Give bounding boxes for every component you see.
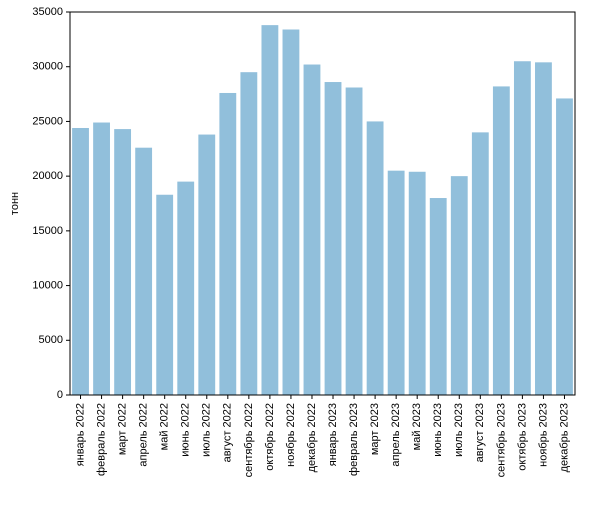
x-tick-label: апрель 2023 xyxy=(390,403,402,467)
y-tick-label: 0 xyxy=(57,389,63,401)
bar xyxy=(156,195,173,395)
y-tick-label: 15000 xyxy=(32,225,63,237)
x-tick-label: февраль 2022 xyxy=(95,403,107,476)
x-tick-label: сентябрь 2022 xyxy=(243,403,255,477)
x-tick-label: июль 2022 xyxy=(201,403,213,457)
chart-container: 0 5000 10000 15000 20000 25000 30000 35000 январ… xyxy=(0,0,589,507)
x-tick-label: ноябрь 2022 xyxy=(285,403,297,467)
bars-group xyxy=(72,25,573,395)
x-ticks: январь 2022 февраль 2022 март 2022 апрель 2… xyxy=(74,395,570,477)
bar xyxy=(325,82,342,395)
x-tick-label: январь 2023 xyxy=(327,403,339,466)
bar xyxy=(240,72,257,395)
x-tick-label: июль 2023 xyxy=(453,403,465,457)
bar xyxy=(430,198,447,395)
bar xyxy=(304,65,321,395)
y-tick-label: 10000 xyxy=(32,279,63,291)
x-tick-label: декабрь 2023 xyxy=(558,403,570,472)
x-tick-label: сентябрь 2023 xyxy=(495,403,507,477)
bar-chart: 0 5000 10000 15000 20000 25000 30000 35000 январ… xyxy=(0,0,589,507)
x-tick-label: январь 2022 xyxy=(74,403,86,466)
bar xyxy=(367,121,384,395)
bar xyxy=(177,182,194,395)
y-tick-label: 30000 xyxy=(32,61,63,73)
x-tick-label: март 2022 xyxy=(117,403,129,455)
y-ticks: 0 5000 10000 15000 20000 25000 30000 35000 xyxy=(32,6,70,401)
bar xyxy=(346,88,363,395)
bar xyxy=(409,172,426,395)
bar xyxy=(114,129,131,395)
y-tick-label: 20000 xyxy=(32,170,63,182)
x-tick-label: август 2023 xyxy=(474,403,486,462)
x-tick-label: октябрь 2023 xyxy=(516,403,528,471)
x-tick-label: май 2022 xyxy=(159,403,171,450)
bar xyxy=(261,25,278,395)
bar xyxy=(72,128,89,395)
bar xyxy=(493,86,510,395)
x-tick-label: май 2023 xyxy=(411,403,423,450)
bar xyxy=(514,61,531,395)
x-tick-label: октябрь 2022 xyxy=(264,403,276,471)
bar xyxy=(219,93,236,395)
bar xyxy=(283,30,300,395)
x-tick-label: июнь 2022 xyxy=(180,403,192,457)
x-tick-label: август 2022 xyxy=(222,403,234,462)
bar xyxy=(472,132,489,395)
y-tick-label: 25000 xyxy=(32,115,63,127)
x-tick-label: декабрь 2022 xyxy=(306,403,318,472)
x-tick-label: март 2023 xyxy=(369,403,381,455)
bar xyxy=(198,135,215,395)
bar xyxy=(556,98,573,395)
bar xyxy=(135,148,152,395)
x-tick-label: июнь 2023 xyxy=(432,403,444,457)
x-tick-label: апрель 2022 xyxy=(138,403,150,467)
bar xyxy=(451,176,468,395)
y-tick-label: 5000 xyxy=(39,334,63,346)
bar xyxy=(388,171,405,395)
bar xyxy=(535,62,552,395)
bar xyxy=(93,123,110,395)
y-axis-label: тонн xyxy=(9,192,21,215)
x-tick-label: февраль 2023 xyxy=(348,403,360,476)
y-tick-label: 35000 xyxy=(32,6,63,18)
x-tick-label: ноябрь 2023 xyxy=(537,403,549,467)
